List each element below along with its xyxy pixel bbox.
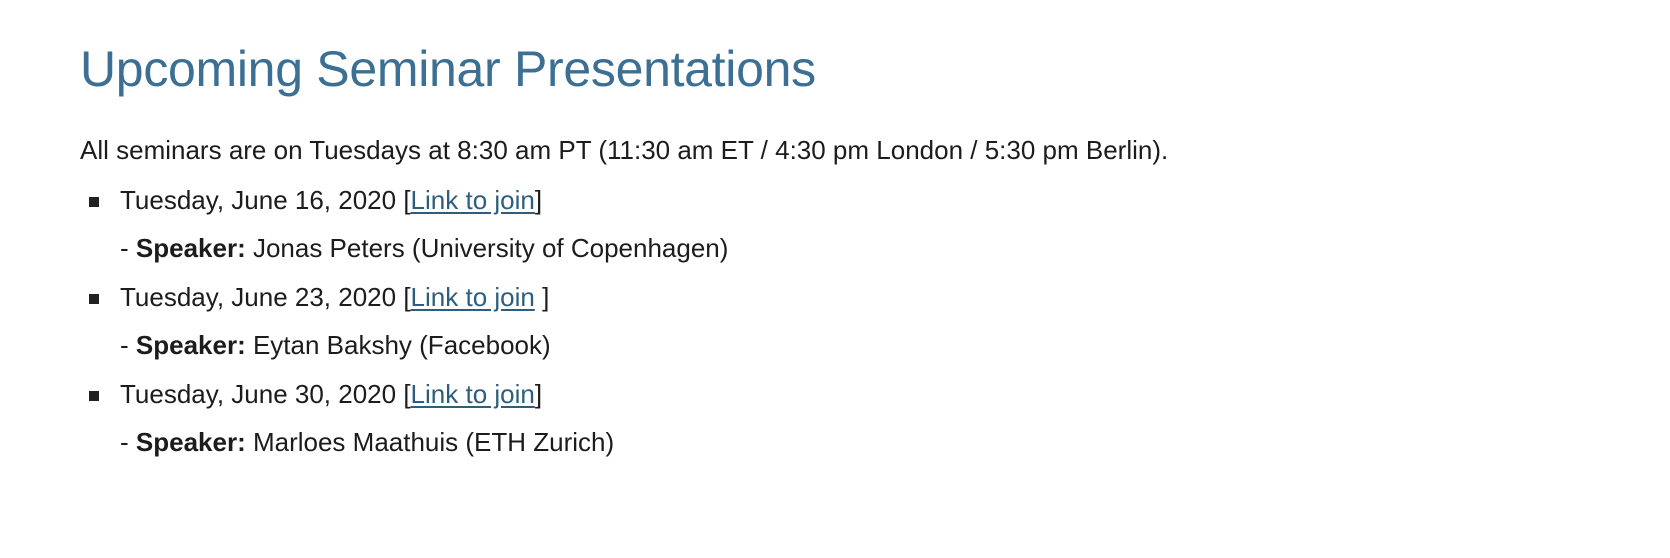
seminar-date-line: Tuesday, June 23, 2020 [Link to join ] <box>120 279 1670 315</box>
seminar-date: Tuesday, June 23, 2020 <box>120 282 397 312</box>
page-title: Upcoming Seminar Presentations <box>80 41 816 97</box>
close-bracket: ] <box>534 185 543 215</box>
square-bullet-icon <box>89 197 99 207</box>
seminar-date-line: Tuesday, June 30, 2020 [Link to join] <box>120 376 1670 412</box>
dash: - <box>120 427 136 457</box>
seminar-date: Tuesday, June 30, 2020 <box>120 379 397 409</box>
speaker-line: - Speaker: Eytan Bakshy (Facebook) <box>120 327 1670 363</box>
close-bracket: ] <box>534 379 543 409</box>
speaker-name: Eytan Bakshy (Facebook) <box>245 330 551 360</box>
list-item-seminar-3: Tuesday, June 30, 2020 [Link to join] - … <box>80 376 1670 460</box>
open-bracket: [ <box>396 379 411 409</box>
list-item-seminar-2: Tuesday, June 23, 2020 [Link to join ] -… <box>80 279 1670 363</box>
speaker-label: Speaker: <box>135 330 246 360</box>
open-bracket: [ <box>396 185 411 215</box>
intro-text: All seminars are on Tuesdays at 8:30 am … <box>80 135 1169 165</box>
join-link[interactable]: Link to join <box>410 379 535 409</box>
dash: - <box>120 233 136 263</box>
speaker-name: Jonas Peters (University of Copenhagen) <box>245 233 729 263</box>
speaker-label: Speaker: <box>135 427 246 457</box>
close-bracket: ] <box>534 282 550 312</box>
square-bullet-icon <box>89 391 99 401</box>
seminar-list: Tuesday, June 16, 2020 [Link to join] - … <box>80 182 1670 460</box>
speaker-name: Marloes Maathuis (ETH Zurich) <box>245 427 615 457</box>
square-bullet-icon <box>89 294 99 304</box>
open-bracket: [ <box>396 282 411 312</box>
speaker-label: Speaker: <box>135 233 246 263</box>
list-item-seminar-1: Tuesday, June 16, 2020 [Link to join] - … <box>80 182 1670 266</box>
dash: - <box>120 330 136 360</box>
seminar-date-line: Tuesday, June 16, 2020 [Link to join] <box>120 182 1670 218</box>
join-link[interactable]: Link to join <box>410 185 535 215</box>
seminar-date: Tuesday, June 16, 2020 <box>120 185 397 215</box>
speaker-line: - Speaker: Jonas Peters (University of C… <box>120 230 1670 266</box>
speaker-line: - Speaker: Marloes Maathuis (ETH Zurich) <box>120 424 1670 460</box>
join-link[interactable]: Link to join <box>410 282 535 312</box>
page-content: Upcoming Seminar Presentations All semin… <box>80 41 1670 460</box>
